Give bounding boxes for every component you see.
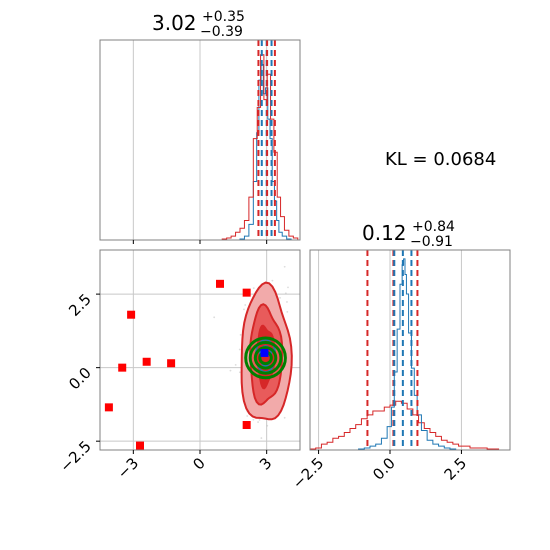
scatter-sample-point (238, 348, 241, 351)
hist1-series-blue (239, 64, 292, 240)
title-param1-sub: −0.39 (200, 24, 243, 40)
scatter-sample-point (305, 355, 307, 357)
scatter-sample-point (271, 279, 274, 282)
hist1-grid (132, 40, 268, 240)
panel-hist-param1 (99, 39, 301, 244)
scatter-sample-point (286, 310, 289, 313)
green-ring (248, 341, 283, 375)
scatter-xtick-label: −3 (114, 454, 142, 482)
hist2-grid (318, 250, 462, 450)
scatter-sample-point (246, 415, 249, 417)
hist2-xtick-label: 2.5 (441, 454, 471, 484)
scatter-sample-point (239, 333, 242, 336)
scatter-sample-point (234, 363, 237, 366)
scatter-xtick-label: 3 (256, 454, 275, 473)
red-square-marker (104, 403, 113, 412)
red-square-marker (242, 288, 251, 297)
scatter-ytick-label: 0.0 (65, 364, 95, 394)
scatter-sample-point (279, 296, 281, 299)
scatter-sample-point (244, 304, 247, 306)
scatter-sample-point (213, 316, 216, 319)
title-param1: 3.02 +0.35 −0.39 (152, 9, 245, 40)
scatter-sample-point (252, 287, 255, 290)
red-square-marker (142, 357, 151, 366)
scatter-sample-point (238, 371, 241, 374)
hist1-series-red (221, 54, 299, 240)
title-param2-value: 0.12 (362, 221, 407, 245)
scatter-sample-point (229, 369, 232, 372)
panel-scatter: −3 0 3 −2.5 0.0 2.5 (56, 249, 307, 492)
scatter-sample-point (260, 437, 263, 439)
hist2-frame (309, 249, 511, 451)
scatter-sample-point (257, 421, 259, 423)
title-param2-sup: +0.84 (412, 219, 455, 235)
kl-label: KL = 0.0684 (385, 149, 496, 170)
scatter-sample-point (287, 286, 289, 289)
scatter-sample-point (258, 418, 261, 421)
hist2-series-red (310, 400, 500, 450)
title-param2: 0.12 +0.84 −0.91 (362, 219, 455, 250)
scatter-ytick-label: 2.5 (65, 290, 95, 320)
scatter-sample-point (286, 301, 288, 303)
scatter-sample-point (283, 416, 286, 419)
red-square-marker (127, 310, 136, 319)
scatter-sample-point (283, 265, 286, 268)
scatter-sample-point (252, 418, 255, 421)
green-ring (253, 346, 278, 370)
blue-square-marker (260, 348, 269, 357)
red-square-marker (136, 441, 144, 450)
red-square-marker (242, 421, 251, 429)
green-ring (244, 336, 287, 380)
red-square-marker (167, 359, 176, 368)
title-param1-value: 3.02 (152, 11, 197, 35)
scatter-sample-point (284, 292, 287, 295)
hist2-xtick-label: 0.0 (369, 454, 399, 484)
scatter-sample-point (266, 424, 269, 427)
title-param2-sub: −0.91 (410, 234, 453, 250)
scatter-sample-point (243, 308, 245, 311)
hist2-series-blue (358, 258, 457, 450)
scatter-sample-point (261, 490, 263, 492)
red-square-marker (216, 279, 224, 288)
scatter-ytick-label: −2.5 (56, 437, 94, 475)
hist2-xtick-label: −2.5 (289, 454, 327, 492)
title-param1-sup: +0.35 (202, 9, 245, 25)
panel-hist-param2: −2.5 0.0 2.5 (289, 249, 511, 493)
red-square-marker (118, 363, 127, 372)
scatter-xtick-label: 0 (189, 454, 208, 473)
